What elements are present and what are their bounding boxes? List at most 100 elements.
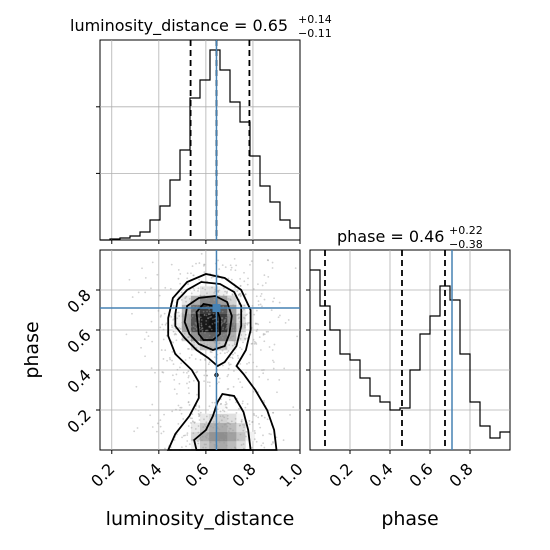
sample-point bbox=[233, 258, 236, 260]
density-cell bbox=[236, 440, 246, 451]
sample-point bbox=[213, 356, 216, 358]
sample-point bbox=[258, 423, 260, 425]
sample-point bbox=[193, 344, 196, 347]
sample-point bbox=[203, 314, 206, 316]
sample-point bbox=[255, 414, 258, 417]
sample-point bbox=[188, 381, 191, 383]
sample-point bbox=[181, 312, 184, 315]
sample-point bbox=[209, 425, 212, 428]
sample-point bbox=[229, 298, 232, 301]
sample-point bbox=[200, 324, 203, 326]
sample-point bbox=[212, 312, 215, 315]
sample-point bbox=[177, 311, 180, 314]
sample-point bbox=[180, 412, 183, 415]
sample-point bbox=[219, 352, 222, 355]
sample-point bbox=[263, 340, 266, 343]
sample-point bbox=[198, 438, 201, 441]
sample-point bbox=[190, 308, 193, 311]
sample-point bbox=[158, 294, 161, 297]
sample-point bbox=[248, 361, 250, 364]
sample-point bbox=[257, 323, 260, 326]
sample-point bbox=[227, 422, 230, 425]
sample-point bbox=[271, 261, 274, 264]
sample-point bbox=[187, 401, 190, 404]
sample-point bbox=[209, 310, 211, 313]
sample-point bbox=[205, 369, 207, 372]
sample-point bbox=[198, 405, 201, 407]
density-cell bbox=[190, 331, 201, 342]
sample-point bbox=[179, 406, 182, 409]
sample-point bbox=[173, 388, 176, 391]
sample-point bbox=[217, 290, 220, 293]
density-cell bbox=[200, 313, 210, 324]
sample-point bbox=[186, 382, 188, 385]
sample-point bbox=[232, 329, 235, 331]
sample-point bbox=[243, 424, 246, 427]
sample-point bbox=[202, 265, 205, 267]
hist-phase-frame bbox=[309, 249, 511, 451]
sample-point bbox=[187, 283, 190, 285]
sample-point bbox=[229, 432, 231, 435]
density-cell bbox=[190, 322, 201, 333]
sample-point bbox=[262, 333, 265, 336]
sample-point bbox=[256, 328, 259, 331]
sample-point bbox=[241, 400, 244, 403]
sample-point bbox=[176, 368, 179, 371]
sample-point bbox=[136, 427, 139, 429]
sample-point bbox=[144, 276, 147, 279]
sample-point bbox=[198, 318, 200, 321]
sample-point bbox=[198, 317, 201, 320]
sample-point bbox=[188, 356, 191, 359]
sample-point bbox=[243, 324, 246, 327]
sample-point bbox=[238, 407, 240, 410]
sample-point bbox=[209, 316, 211, 319]
sample-point bbox=[243, 447, 245, 450]
sample-point bbox=[230, 420, 233, 423]
sample-point bbox=[227, 367, 230, 370]
grid-lines bbox=[100, 40, 510, 450]
sample-point bbox=[193, 422, 196, 424]
sample-point bbox=[275, 436, 278, 439]
sample-point bbox=[192, 287, 195, 290]
sample-point bbox=[159, 380, 162, 383]
sample-point bbox=[204, 359, 207, 362]
sample-point bbox=[201, 439, 203, 442]
sample-point bbox=[229, 363, 232, 366]
sample-point bbox=[180, 406, 183, 409]
sample-point bbox=[218, 421, 221, 424]
sample-point bbox=[234, 446, 237, 449]
sample-point bbox=[151, 403, 154, 406]
density-cell bbox=[200, 322, 210, 333]
sample-point bbox=[179, 273, 182, 275]
sample-point bbox=[262, 332, 265, 335]
sample-point bbox=[249, 263, 251, 266]
sample-point bbox=[183, 332, 186, 335]
x-tick-label: 1.0 bbox=[275, 459, 306, 490]
sample-point bbox=[207, 363, 210, 366]
sample-point bbox=[221, 438, 224, 441]
sample-point bbox=[272, 361, 275, 363]
sample-point bbox=[211, 401, 214, 404]
sample-point bbox=[262, 434, 264, 437]
title-median: 0.46 bbox=[409, 227, 445, 246]
density-cell bbox=[200, 286, 210, 296]
sample-point bbox=[186, 371, 188, 374]
sample-point bbox=[196, 304, 199, 306]
sample-point bbox=[159, 315, 162, 318]
sample-point bbox=[208, 385, 211, 387]
density-contours bbox=[166, 273, 278, 451]
y-tick-label: 0.6 bbox=[63, 325, 94, 356]
sample-point bbox=[233, 322, 236, 325]
sample-point bbox=[189, 321, 192, 323]
sample-point bbox=[233, 324, 235, 326]
sample-point bbox=[213, 340, 216, 343]
sample-point bbox=[232, 320, 235, 322]
sample-point bbox=[251, 342, 254, 345]
sample-point bbox=[178, 366, 181, 369]
sample-point bbox=[177, 422, 180, 425]
sample-point bbox=[194, 332, 197, 335]
sample-point bbox=[198, 414, 201, 417]
sample-point bbox=[243, 304, 246, 307]
sample-point bbox=[252, 338, 255, 341]
sample-point bbox=[249, 353, 252, 356]
